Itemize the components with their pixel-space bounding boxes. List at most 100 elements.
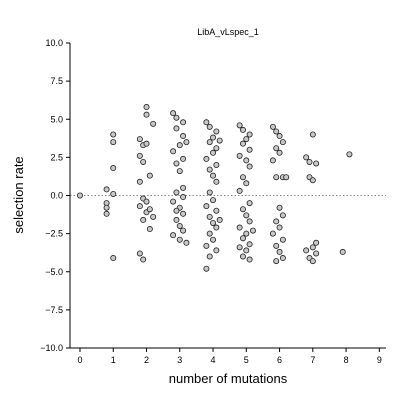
data-point (176, 222, 183, 229)
data-point (216, 137, 223, 144)
data-point (309, 258, 316, 265)
data-point (203, 265, 210, 272)
data-point (140, 158, 147, 165)
data-point (243, 230, 250, 237)
data-point (210, 197, 217, 204)
data-point (313, 250, 320, 257)
data-point (203, 242, 210, 249)
data-point (236, 152, 243, 159)
data-point (143, 140, 150, 147)
data-point (136, 178, 143, 185)
data-point (170, 232, 177, 239)
data-point (206, 166, 213, 173)
data-point (279, 236, 286, 243)
data-point (303, 154, 310, 161)
data-point (203, 203, 210, 210)
data-point (236, 244, 243, 251)
data-point (273, 218, 280, 225)
data-point (110, 190, 117, 197)
data-point (210, 134, 217, 141)
data-point (273, 258, 280, 265)
data-point (143, 198, 150, 205)
data-point (146, 226, 153, 233)
x-tick-label: 5 (244, 355, 249, 365)
data-point (103, 210, 110, 217)
data-point (339, 248, 346, 255)
data-point (143, 111, 150, 118)
data-point (236, 122, 243, 129)
data-point (170, 110, 177, 117)
data-point (249, 227, 256, 234)
data-point (136, 250, 143, 257)
data-point (180, 184, 187, 191)
data-point (213, 128, 220, 135)
data-point (136, 203, 143, 210)
data-point (150, 213, 157, 220)
data-point (140, 216, 147, 223)
data-point (206, 213, 213, 220)
data-point (180, 155, 187, 162)
data-point (210, 236, 217, 243)
data-point (180, 210, 187, 217)
x-axis-ticks: 0 1 2 3 4 5 6 7 8 9 (77, 348, 382, 365)
data-point (276, 149, 283, 156)
data-point (210, 172, 217, 179)
y-tick-label: 0.0 (50, 191, 63, 201)
data-point (216, 216, 223, 223)
data-point (243, 247, 250, 254)
data-point (279, 139, 286, 146)
data-points (76, 104, 353, 272)
data-point (279, 255, 286, 262)
data-point (103, 204, 110, 211)
data-point (173, 207, 180, 214)
data-point (213, 224, 220, 231)
data-point (276, 248, 283, 255)
data-point (243, 180, 250, 187)
x-tick-label: 6 (277, 355, 282, 365)
data-point (309, 131, 316, 138)
data-point (273, 174, 280, 181)
data-point (203, 119, 210, 126)
data-point (239, 140, 246, 147)
data-point (276, 204, 283, 211)
x-tick-label: 2 (144, 355, 149, 365)
data-point (246, 200, 253, 207)
data-point (180, 194, 187, 201)
data-point (269, 157, 276, 164)
data-point (309, 177, 316, 184)
data-point (239, 126, 246, 133)
data-point (136, 152, 143, 159)
data-point (273, 145, 280, 152)
data-point (213, 145, 220, 152)
data-point (150, 120, 157, 127)
x-tick-label: 1 (111, 355, 116, 365)
y-tick-label: −7.5 (45, 305, 63, 315)
data-point (180, 227, 187, 234)
data-point (346, 151, 353, 158)
data-point (176, 168, 183, 175)
data-point (136, 136, 143, 143)
data-point (110, 165, 117, 172)
y-tick-label: 5.0 (50, 114, 63, 124)
data-point (183, 139, 190, 146)
data-point (243, 157, 250, 164)
data-point (213, 161, 220, 168)
data-point (206, 123, 213, 130)
data-point (273, 242, 280, 249)
x-tick-label: 3 (177, 355, 182, 365)
y-tick-label: −10.0 (40, 343, 63, 353)
x-axis-title: number of mutations (169, 371, 288, 386)
data-point (243, 212, 250, 219)
data-point (110, 131, 117, 138)
data-point (313, 239, 320, 246)
data-point (206, 189, 213, 196)
data-point (246, 163, 253, 170)
data-point (246, 218, 253, 225)
data-point (173, 114, 180, 121)
data-point (236, 187, 243, 194)
data-point (309, 244, 316, 251)
y-tick-label: −5.0 (45, 267, 63, 277)
data-point (173, 160, 180, 167)
data-point (239, 253, 246, 260)
data-point (306, 158, 313, 165)
